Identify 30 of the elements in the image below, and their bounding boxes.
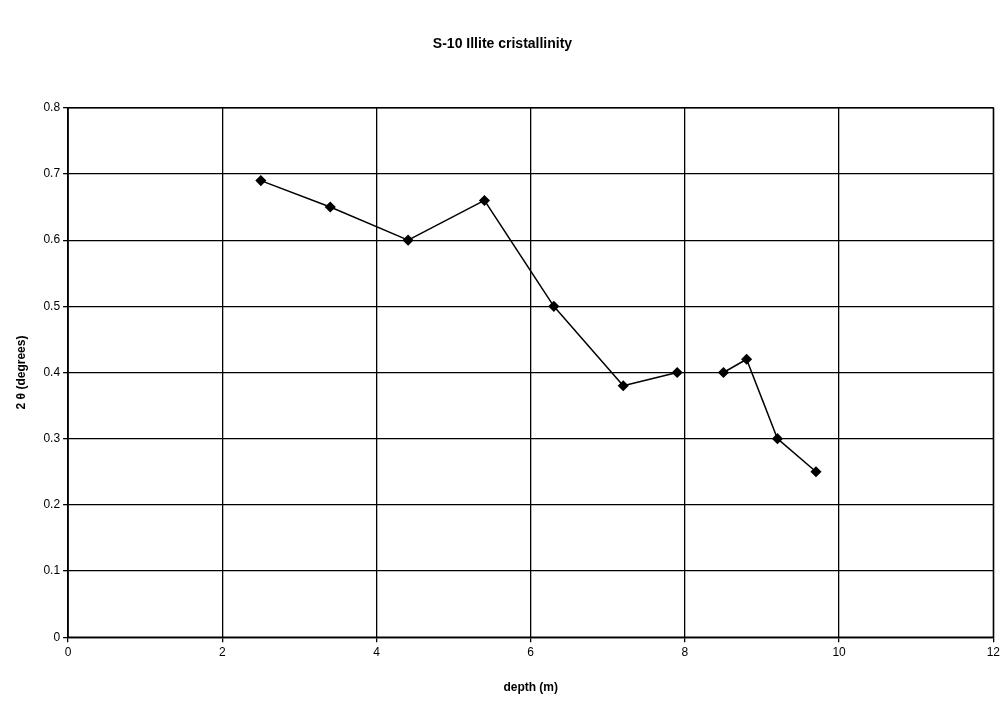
y-tick-label: 0.3 [43, 430, 61, 445]
y-tick-label: 0.1 [43, 563, 61, 578]
point [255, 175, 267, 186]
chart-title: S-10 Illite cristallinity [432, 35, 573, 52]
point [741, 354, 752, 365]
x-tick-label: 4 [373, 644, 381, 659]
point [479, 195, 490, 206]
point [718, 367, 729, 378]
x-tick-label: 12 [986, 644, 1001, 659]
point [402, 234, 414, 246]
x-tick-label: 2 [218, 644, 226, 659]
y-axis-title: 2 θ (degrees) [13, 335, 28, 410]
x-tick-label: 8 [681, 644, 689, 659]
x-tick-label: 10 [832, 644, 847, 659]
point [548, 301, 560, 312]
point [671, 367, 683, 378]
x-axis-title: depth (m) [503, 680, 559, 695]
y-tick-label: 0.2 [43, 497, 61, 512]
point [772, 433, 783, 444]
y-tick-label: 0.8 [43, 100, 61, 115]
y-tick-label: 0 [53, 629, 61, 644]
y-tick-label: 0.5 [43, 298, 61, 313]
point [810, 466, 822, 478]
x-tick-label: 0 [64, 644, 72, 659]
x-tick-label: 6 [527, 644, 535, 659]
point [617, 380, 629, 391]
y-tick-label: 0.6 [43, 232, 61, 247]
y-tick-label: 0.4 [43, 364, 61, 379]
point [324, 201, 336, 213]
y-tick-label: 0.7 [43, 166, 61, 181]
